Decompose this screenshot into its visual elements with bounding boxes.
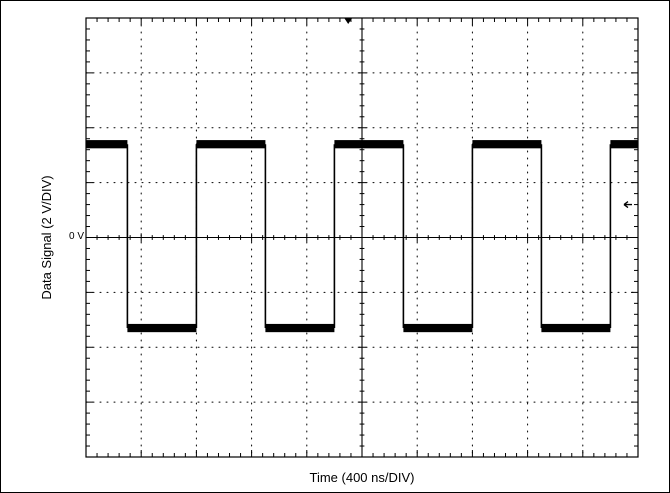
trace-low-segment — [127, 323, 197, 333]
markers — [344, 18, 632, 209]
trace-high-segment — [334, 140, 404, 149]
center-axes — [85, 17, 639, 458]
trace-high-segment — [472, 140, 542, 149]
trigger-level-arrow — [623, 201, 632, 209]
signal-trace — [86, 140, 638, 333]
y-axis-label: Data Signal (2 V/DIV) — [39, 175, 54, 299]
x-axis-label: Time (400 ns/DIV) — [310, 470, 415, 485]
trace-high-segment — [86, 140, 128, 149]
trace-low-segment — [265, 323, 335, 333]
trigger-position-marker — [344, 18, 353, 24]
plot-border — [85, 17, 639, 458]
trace-low-segment — [403, 323, 473, 333]
grid — [85, 17, 639, 458]
trace-low-segment — [541, 323, 611, 333]
zero-volt-label: 0 V — [69, 231, 84, 242]
trace-high-segment — [196, 140, 266, 149]
trace-high-segment — [610, 140, 638, 149]
